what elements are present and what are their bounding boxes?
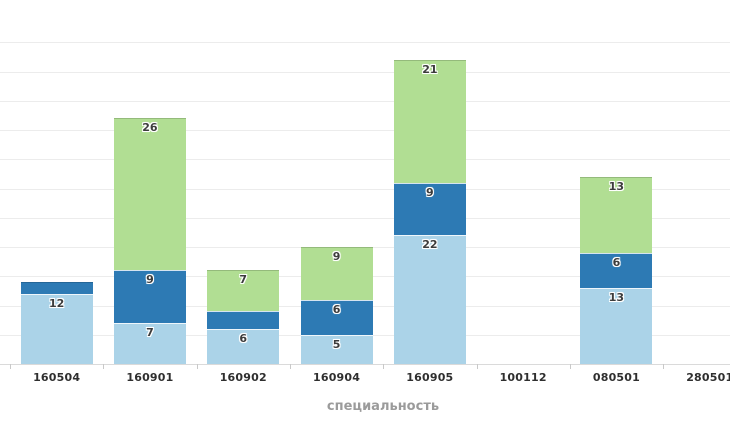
bar-value-label: 12 (48, 296, 65, 310)
gridline (0, 71, 730, 73)
x-tick-label: 160504 (33, 371, 81, 384)
x-tick-label: 160905 (406, 371, 454, 384)
bar-value-label: 5 (332, 337, 341, 351)
bar-segment: 22 (393, 235, 466, 364)
bar-value-label: 6 (332, 302, 341, 316)
axis-tick (197, 364, 198, 369)
x-tick-label: 160902 (219, 371, 267, 384)
bar-value-label: 6 (239, 331, 248, 345)
bar-segment (207, 311, 280, 329)
axis-tick (570, 364, 571, 369)
bar-segment: 6 (207, 328, 280, 364)
x-tick-label: 280501 (686, 371, 730, 384)
bar-value-label: 22 (422, 238, 438, 252)
bar-segment: 26 (113, 118, 186, 271)
x-tick-label: 160901 (126, 371, 174, 384)
bar-value-label: 7 (239, 273, 248, 287)
gridline (0, 159, 730, 161)
bar-segment: 9 (113, 270, 186, 324)
bar-segment: 7 (113, 323, 186, 364)
bar-value-label: 7 (146, 326, 154, 340)
bar-value-label: 26 (142, 121, 158, 135)
axis-tick (383, 364, 384, 369)
x-axis-title: специальность (326, 399, 440, 414)
bar-value-label: 13 (608, 290, 625, 304)
axis-tick (663, 364, 664, 369)
plot-area: 12 7 9 26 6 7 5 6 9 22 9 21 13 6 13 (0, 42, 730, 364)
bar-segment: 21 (393, 59, 466, 183)
gridline (0, 100, 730, 102)
axis-tick (290, 364, 291, 369)
bar-segment: 9 (300, 247, 373, 300)
bar-value-label: 13 (608, 179, 625, 193)
gridline (0, 217, 730, 219)
bar-value-label: 9 (332, 250, 341, 264)
x-tick-label: 080501 (592, 371, 640, 384)
bar-value-label: 9 (146, 273, 154, 287)
bar-segment: 6 (300, 299, 373, 335)
bar-segment: 9 (393, 182, 466, 236)
x-axis-line (0, 364, 730, 365)
axis-tick (10, 364, 11, 369)
gridline (0, 130, 730, 131)
bar-value-label: 21 (422, 62, 438, 76)
bar-segment: 6 (580, 252, 653, 288)
bar-value-label: 6 (612, 255, 621, 269)
bar-value-label: 9 (426, 185, 434, 199)
bar-segment (20, 282, 93, 294)
bar-segment: 5 (300, 334, 373, 364)
gridline (0, 188, 730, 190)
bar-segment: 7 (207, 270, 280, 312)
axis-tick (477, 364, 478, 369)
bar-segment: 13 (580, 176, 653, 253)
x-tick-label: 160904 (312, 371, 361, 384)
gridline (0, 42, 730, 44)
bar-segment: 13 (580, 287, 653, 364)
x-tick-label: 100112 (499, 371, 547, 384)
axis-tick (103, 364, 104, 369)
bar-segment: 12 (20, 293, 93, 364)
